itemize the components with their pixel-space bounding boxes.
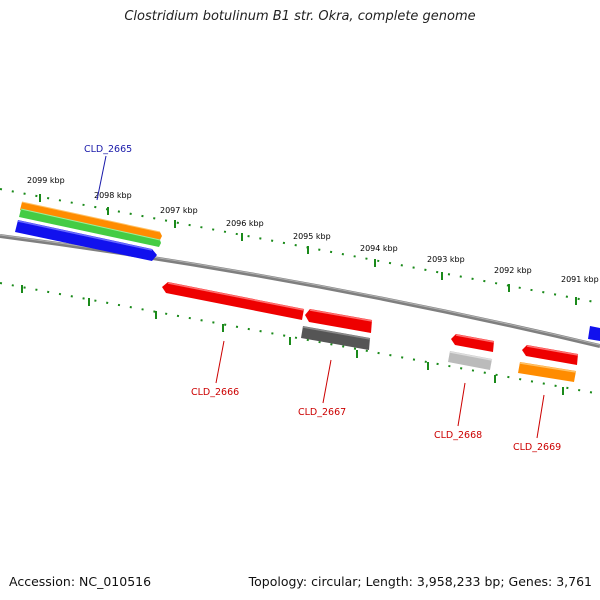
- green-feature-arrow[interactable]: [19, 209, 161, 247]
- gene-label-cld-2668[interactable]: CLD_2668: [434, 430, 482, 441]
- orange-reverse-highlight: [519, 362, 577, 373]
- cld-2668-arrow[interactable]: [451, 334, 494, 352]
- orange-reverse-feature[interactable]: [518, 362, 576, 382]
- ruler-label-2093: 2093 kbp: [427, 255, 465, 264]
- cld-2667-highlight: [309, 309, 373, 322]
- cld-2665-arrow[interactable]: [15, 220, 157, 261]
- dark-gray-highlight: [302, 326, 371, 340]
- gene-label-cld-2669[interactable]: CLD_2669: [513, 442, 561, 453]
- topology-text: Topology: circular; Length: 3,958,233 bp…: [248, 574, 592, 589]
- light-gray-highlight: [449, 351, 493, 361]
- cld-2668-leader: [457, 382, 466, 427]
- ruler-label-2097: 2097 kbp: [160, 206, 198, 215]
- cld-2667-arrow[interactable]: [305, 309, 372, 333]
- orange-feature-arrow[interactable]: [20, 202, 162, 240]
- cld-2669-highlight: [526, 345, 579, 356]
- cld-2669-leader: [536, 394, 545, 439]
- ruler-label-2094: 2094 kbp: [360, 244, 398, 253]
- ruler-label-2099: 2099 kbp: [27, 176, 65, 185]
- light-gray-feature[interactable]: [448, 351, 492, 370]
- inner-ruler-ticks: [21, 285, 564, 395]
- orange-feature-highlight: [21, 201, 161, 233]
- ruler-label-2095: 2095 kbp: [293, 232, 331, 241]
- cld-2666-leader: [215, 340, 225, 384]
- label-leaders: [96, 155, 545, 439]
- forward-strand-features: [15, 201, 600, 341]
- ruler-major-ticks: [39, 194, 577, 305]
- cld-2665-leader: [96, 155, 107, 201]
- cld-2666-highlight: [167, 282, 305, 311]
- green-feature-highlight: [20, 208, 161, 241]
- ruler-label-2091: 2091 kbp: [561, 275, 599, 284]
- ruler-label-2098: 2098 kbp: [94, 191, 132, 200]
- map-title: Clostridium botulinum B1 str. Okra, comp…: [124, 9, 476, 24]
- reverse-strand-features: [162, 282, 579, 382]
- gene-label-cld-2666[interactable]: CLD_2666: [191, 387, 239, 398]
- cld-2667-leader: [322, 359, 332, 404]
- cld-2668-highlight: [455, 334, 495, 343]
- dark-gray-feature[interactable]: [301, 326, 370, 350]
- cld-2665-highlight: [17, 220, 153, 251]
- ruler-label-2096: 2096 kbp: [226, 219, 264, 228]
- gene-label-cld-2667[interactable]: CLD_2667: [298, 407, 346, 418]
- accession-text: Accession: NC_010516: [9, 574, 152, 589]
- edge-blue-feature-arrow[interactable]: [588, 326, 600, 341]
- genome-backbone: [0, 234, 600, 348]
- gene-label-cld-2665[interactable]: CLD_2665: [84, 144, 132, 155]
- ruler-label-2092: 2092 kbp: [494, 266, 532, 275]
- cld-2666-arrow[interactable]: [162, 282, 304, 320]
- cld-2669-arrow[interactable]: [522, 345, 578, 365]
